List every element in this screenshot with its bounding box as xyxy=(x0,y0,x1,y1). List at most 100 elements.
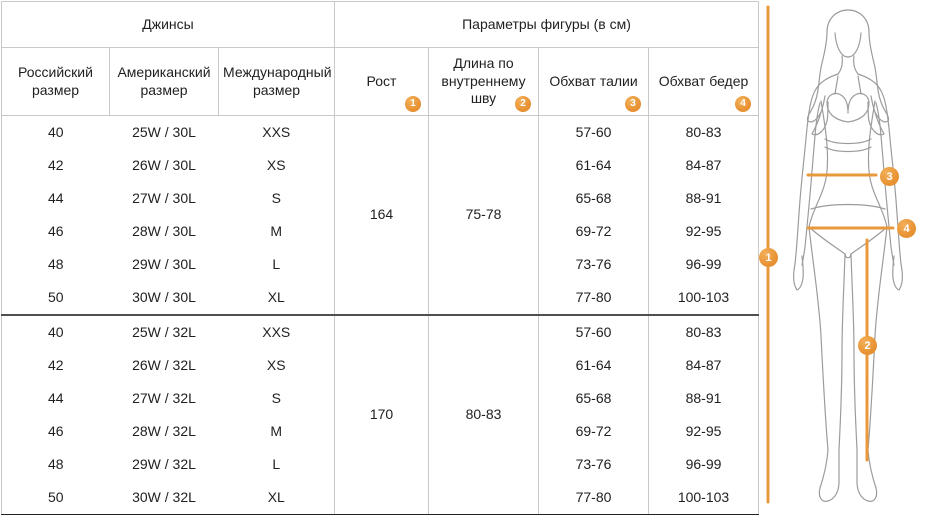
cell-us-size: 30W / 32L xyxy=(132,488,196,505)
cell-intl-size: XL xyxy=(267,288,285,305)
size-block-170: 40 25W / 32L XXS 170 80-83 57-60 80-83 4… xyxy=(1,314,759,515)
col-header-ru-size: Российский размер xyxy=(1,47,110,116)
cell-intl-size: XS xyxy=(266,356,286,373)
column-header-row: Российский размер Американский размер Ме… xyxy=(1,47,760,116)
table-row: 50 30W / 32L XL 77-80 100-103 xyxy=(2,481,759,515)
measure-badge-1: 1 xyxy=(405,96,421,112)
cell-hips: 88-91 xyxy=(647,182,759,215)
cell-hips: 100-103 xyxy=(647,281,759,315)
measurement-figure: 1 2 3 4 xyxy=(755,0,930,515)
cell-ru-size: 40 xyxy=(1,314,110,349)
figure-badge-waist: 3 xyxy=(880,167,899,186)
group-header-jeans: Джинсы xyxy=(1,1,335,48)
cell-intl-size: L xyxy=(272,455,281,472)
table-row: 40 25W / 30L XXS 164 75-78 57-60 80-83 xyxy=(2,115,759,315)
cell-ru-size: 50 xyxy=(47,288,64,305)
table-row: 44 27W / 32L S 65-68 88-91 xyxy=(2,382,759,415)
cell-ru-size: 44 xyxy=(47,189,64,206)
cell-waist: 61-64 xyxy=(538,149,649,182)
col-header-label: Длина по внутреннему шву xyxy=(441,55,526,107)
cell-us-size: 28W / 32L xyxy=(132,422,196,439)
col-header-label: Российский размер xyxy=(18,64,93,98)
table-row: 42 26W / 30L XS 61-64 84-87 xyxy=(2,149,759,182)
figure-badge-height: 1 xyxy=(759,248,778,267)
cell-waist: 73-76 xyxy=(538,448,649,481)
cell-ru-size: 46 xyxy=(47,422,64,439)
cell-us-size: 25W / 30L xyxy=(132,123,196,140)
col-header-label: Обхват бедер xyxy=(658,72,749,89)
woman-outline xyxy=(793,9,903,502)
cell-waist: 77-80 xyxy=(538,281,649,315)
cell-us-size: 28W / 30L xyxy=(132,222,196,239)
cell-waist: 61-64 xyxy=(538,349,649,382)
cell-hips: 92-95 xyxy=(647,215,759,248)
group-header-params: Параметры фигуры (в см) xyxy=(333,1,760,48)
cell-us-size: 27W / 32L xyxy=(132,389,196,406)
cell-hips: 92-95 xyxy=(647,415,759,448)
cell-waist: 57-60 xyxy=(538,314,649,349)
col-header-inseam: Длина по внутреннему шву 2 xyxy=(428,47,539,116)
cell-height-merged: 170 xyxy=(334,314,429,515)
measurement-lines xyxy=(766,5,895,504)
jeans-size-table: Джинсы Параметры фигуры (в см) Российски… xyxy=(1,1,760,515)
woman-figure-illustration xyxy=(766,5,903,504)
cell-hips: 88-91 xyxy=(647,382,759,415)
cell-hips: 100-103 xyxy=(647,481,759,515)
cell-hips: 84-87 xyxy=(647,149,759,182)
cell-inseam-merged: 80-83 xyxy=(428,314,539,515)
cell-waist: 65-68 xyxy=(538,382,649,415)
cell-hips: 96-99 xyxy=(647,448,759,481)
col-header-label: Американский размер xyxy=(117,64,211,98)
cell-hips: 80-83 xyxy=(647,115,759,149)
cell-intl-size: XS xyxy=(266,156,286,173)
figure-badge-hips: 4 xyxy=(897,219,916,238)
col-header-label: Международный размер xyxy=(223,64,332,98)
cell-us-size: 29W / 32L xyxy=(132,455,196,472)
measure-badge-4: 4 xyxy=(735,96,752,112)
col-header-hips: Обхват бедер 4 xyxy=(647,47,760,116)
cell-intl-size: S xyxy=(271,189,281,206)
col-header-intl-size: Международный размер xyxy=(218,47,335,116)
figure-badge-inseam: 2 xyxy=(858,336,877,355)
cell-us-size: 26W / 32L xyxy=(132,356,196,373)
table-row: 42 26W / 32L XS 61-64 84-87 xyxy=(2,349,759,382)
col-header-label: Рост xyxy=(366,72,397,89)
size-block-164: 40 25W / 30L XXS 164 75-78 57-60 80-83 4… xyxy=(2,115,759,315)
measure-badge-3: 3 xyxy=(625,96,641,112)
table-row: 40 25W / 32L XXS 170 80-83 57-60 80-83 xyxy=(1,314,759,515)
cell-waist: 69-72 xyxy=(538,415,649,448)
table-row: 50 30W / 30L XL 77-80 100-103 xyxy=(2,281,759,315)
cell-us-size: 29W / 30L xyxy=(132,255,196,272)
cell-intl-size: L xyxy=(272,255,281,272)
cell-intl-size: M xyxy=(270,222,283,239)
cell-hips: 96-99 xyxy=(647,248,759,281)
table-row: 44 27W / 30L S 65-68 88-91 xyxy=(2,182,759,215)
cell-ru-size: 50 xyxy=(47,488,64,505)
cell-waist: 73-76 xyxy=(538,248,649,281)
cell-intl-size: M xyxy=(270,422,283,439)
measure-badge-2: 2 xyxy=(515,96,531,112)
col-header-height: Рост 1 xyxy=(334,47,429,116)
cell-inseam-merged: 75-78 xyxy=(428,115,539,315)
cell-ru-size: 42 xyxy=(47,356,64,373)
group-header-row: Джинсы Параметры фигуры (в см) xyxy=(1,1,760,48)
cell-ru-size: 48 xyxy=(47,255,64,272)
cell-hips: 80-83 xyxy=(647,314,759,349)
cell-ru-size: 40 xyxy=(47,123,64,140)
cell-intl-size: XXS xyxy=(218,314,335,349)
cell-ru-size: 44 xyxy=(47,389,64,406)
cell-ru-size: 48 xyxy=(47,455,64,472)
col-header-label: Обхват талии xyxy=(549,72,638,89)
cell-hips: 84-87 xyxy=(647,349,759,382)
col-header-us-size: Американский размер xyxy=(109,47,219,116)
cell-us-size: 25W / 32L xyxy=(109,314,219,349)
cell-us-size: 30W / 30L xyxy=(132,288,196,305)
table-row: 46 28W / 32L M 69-72 92-95 xyxy=(2,415,759,448)
col-header-waist: Обхват талии 3 xyxy=(538,47,649,116)
table-row: 48 29W / 32L L 73-76 96-99 xyxy=(2,448,759,481)
cell-ru-size: 42 xyxy=(47,156,64,173)
cell-ru-size: 46 xyxy=(47,222,64,239)
cell-height-merged: 164 xyxy=(334,115,429,315)
cell-waist: 57-60 xyxy=(538,115,649,149)
